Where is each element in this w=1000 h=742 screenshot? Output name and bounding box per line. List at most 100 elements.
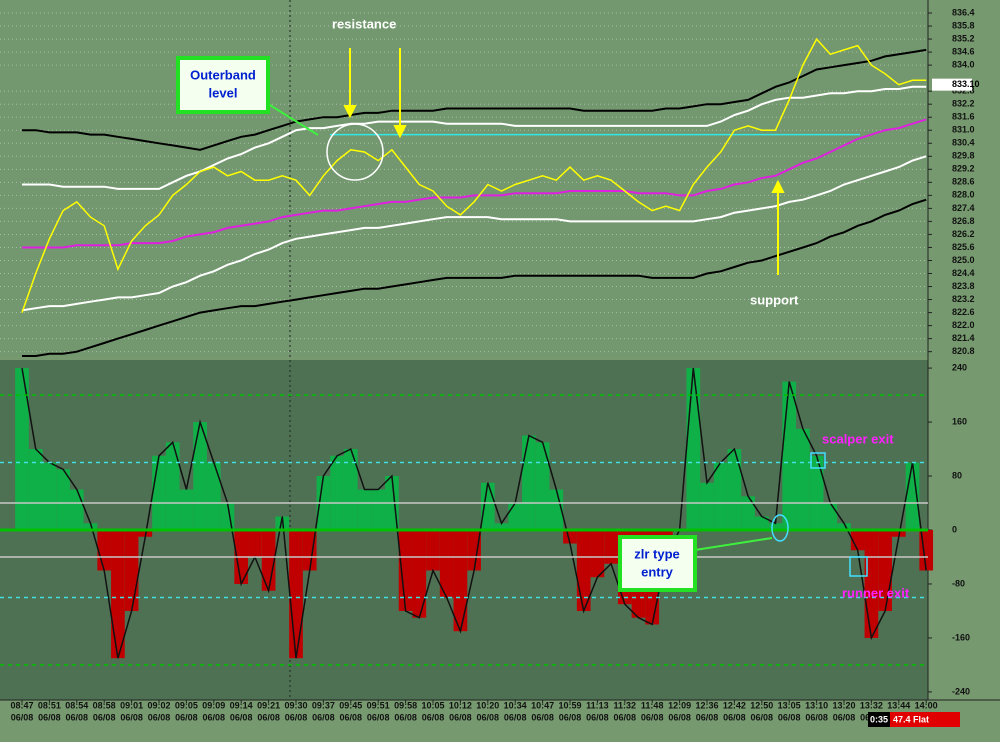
bar xyxy=(754,516,769,530)
y-tick-label: 80 xyxy=(952,470,962,480)
y-tick-label: 836.4 xyxy=(952,7,975,17)
callout-pointer xyxy=(264,101,319,136)
highlight-circle xyxy=(326,123,384,181)
x-date-label: 06/08 xyxy=(38,712,61,722)
series-line xyxy=(21,37,927,313)
callout-pointer xyxy=(694,537,773,551)
x-date-label: 06/08 xyxy=(751,712,774,722)
x-date-label: 06/08 xyxy=(833,712,856,722)
x-tick-label: 12:42 xyxy=(723,700,746,710)
x-tick-label: 09:05 xyxy=(175,700,198,710)
bar xyxy=(549,489,564,530)
x-tick-label: 09:09 xyxy=(202,700,225,710)
y-tick-label: 821.4 xyxy=(952,333,975,343)
bar xyxy=(83,523,98,530)
x-tick-label: 11:13 xyxy=(586,700,609,710)
bar xyxy=(289,530,303,659)
x-date-label: 06/08 xyxy=(531,712,554,722)
bar xyxy=(782,381,797,530)
bar xyxy=(28,449,43,530)
y-tick-label: 826.8 xyxy=(952,216,975,226)
bar xyxy=(124,530,139,611)
x-date-label: 06/08 xyxy=(422,712,445,722)
bar xyxy=(480,482,495,530)
x-date-label: 06/08 xyxy=(285,712,308,722)
y-tick-label: 240 xyxy=(952,362,967,372)
x-tick-label: 10:47 xyxy=(531,700,554,710)
bar xyxy=(522,435,536,530)
marker-box xyxy=(849,556,868,577)
bar xyxy=(809,455,824,530)
bar xyxy=(467,530,481,571)
bar xyxy=(343,449,358,530)
oscillator-line xyxy=(21,367,927,659)
x-tick-label: 11:48 xyxy=(641,700,664,710)
x-date-label: 06/08 xyxy=(614,712,637,722)
x-date-label: 06/08 xyxy=(230,712,253,722)
bar xyxy=(741,496,755,530)
series-line xyxy=(21,155,927,312)
bar xyxy=(357,489,372,530)
bar xyxy=(727,449,742,530)
bar xyxy=(604,530,618,564)
x-tick-label: 08:54 xyxy=(65,700,88,710)
x-tick-label: 08:51 xyxy=(38,700,61,710)
x-tick-label: 09:14 xyxy=(230,700,253,710)
bar xyxy=(42,462,57,530)
x-date-label: 06/08 xyxy=(148,712,171,722)
y-tick-label: 834.0 xyxy=(952,59,975,69)
x-date-label: 06/08 xyxy=(175,712,198,722)
y-tick-label: -80 xyxy=(952,578,965,588)
y-tick-label: 829.2 xyxy=(952,164,975,174)
x-tick-label: 09:45 xyxy=(339,700,362,710)
x-tick-label: 09:02 xyxy=(147,700,170,710)
y-tick-label: 831.0 xyxy=(952,125,975,135)
bar xyxy=(713,462,728,530)
bar xyxy=(152,455,166,530)
bar xyxy=(700,482,714,530)
x-tick-label: 09:21 xyxy=(257,700,280,710)
bar xyxy=(864,530,879,638)
annotation: support xyxy=(750,292,799,307)
y-tick-label: 830.4 xyxy=(952,138,975,148)
bar xyxy=(768,523,783,530)
bar xyxy=(535,442,550,530)
y-tick-label: 822.0 xyxy=(952,320,975,330)
y-tick-label: 828.0 xyxy=(952,190,975,200)
bar xyxy=(56,469,70,530)
x-date-label: 06/08 xyxy=(696,712,719,722)
x-date-label: 06/08 xyxy=(394,712,417,722)
x-date-label: 06/08 xyxy=(504,712,527,722)
series-line xyxy=(22,198,927,357)
bar xyxy=(837,523,851,530)
x-date-label: 06/08 xyxy=(668,712,691,722)
x-tick-label: 13:44 xyxy=(887,700,910,710)
x-date-label: 06/08 xyxy=(257,712,280,722)
y-tick-label: 160 xyxy=(952,416,967,426)
y-tick-label: 835.2 xyxy=(952,33,975,43)
status-time: 0:35 xyxy=(870,714,888,724)
bar xyxy=(796,428,810,530)
callout-box xyxy=(176,56,270,114)
x-date-label: 06/08 xyxy=(66,712,89,722)
annotation: resistance xyxy=(332,16,396,31)
x-tick-label: 13:10 xyxy=(805,700,828,710)
y-tick-label: 826.2 xyxy=(952,229,975,239)
annotation: scalper exit xyxy=(822,431,894,446)
x-date-label: 06/08 xyxy=(477,712,500,722)
bar xyxy=(261,530,276,591)
status-time-bg xyxy=(868,712,890,727)
x-tick-label: 14:00 xyxy=(915,700,938,710)
y-tick-label: 824.4 xyxy=(952,268,975,278)
x-tick-label: 10:12 xyxy=(449,700,472,710)
last-price: 833.10 xyxy=(952,79,980,89)
y-tick-label: 822.6 xyxy=(952,307,975,317)
x-tick-label: 10:59 xyxy=(558,700,581,710)
y-tick-label: -160 xyxy=(952,632,970,642)
bar xyxy=(686,368,701,530)
bar xyxy=(439,530,454,598)
x-date-label: 06/08 xyxy=(367,712,390,722)
y-tick-label: 825.0 xyxy=(952,255,975,265)
x-tick-label: 12:09 xyxy=(668,700,691,710)
x-tick-label: 10:20 xyxy=(476,700,499,710)
